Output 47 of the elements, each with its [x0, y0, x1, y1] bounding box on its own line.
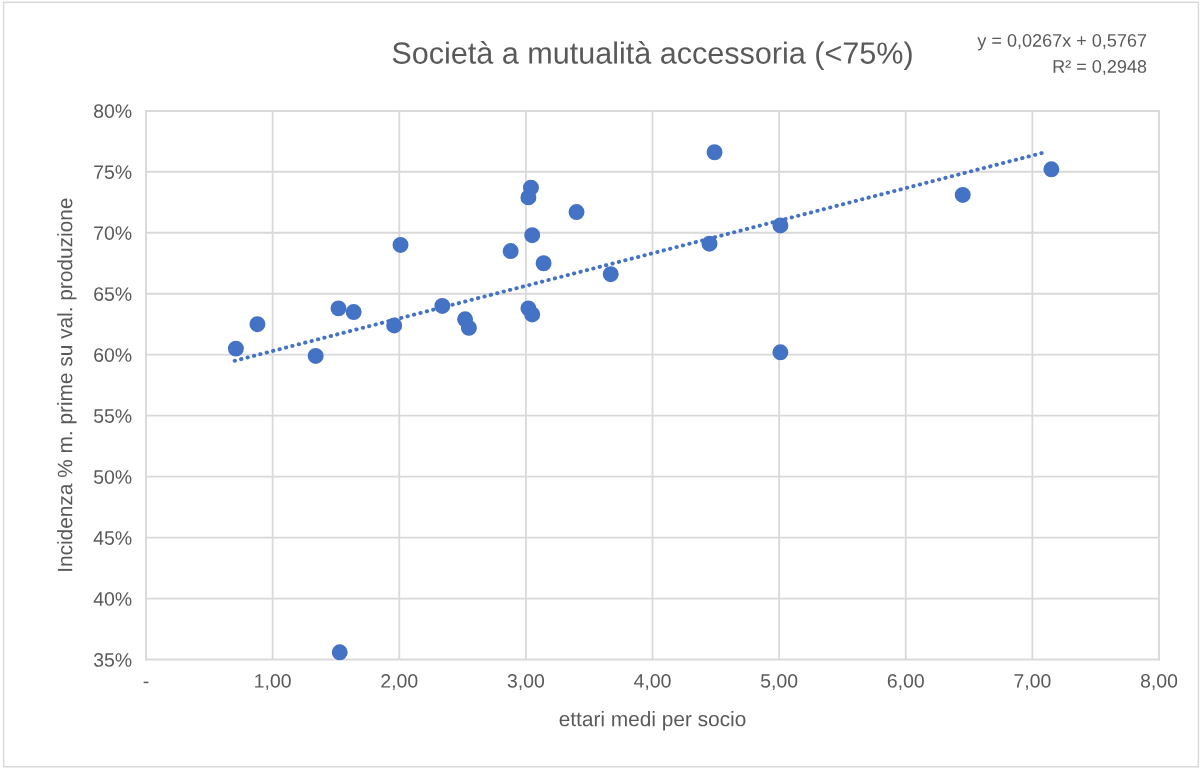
point: [386, 317, 403, 334]
y-tick-label: 80%: [94, 104, 132, 119]
point: [307, 347, 324, 364]
point: [954, 186, 971, 203]
x-tick-label: 2,00: [381, 674, 418, 691]
point: [772, 217, 789, 234]
y-tick-label: 60%: [94, 348, 132, 362]
text: R² = 0,2948: [1053, 60, 1147, 75]
point: [520, 189, 537, 206]
point: [249, 316, 266, 333]
x-tick-label: 6,00: [887, 674, 924, 691]
point: [434, 297, 451, 314]
point: [701, 235, 718, 252]
point: [602, 266, 619, 283]
point: [772, 344, 789, 361]
y-tick-label: 35%: [93, 653, 132, 667]
x-tick-label: -: [143, 681, 149, 684]
x-tick-label: 3,00: [507, 674, 545, 691]
point: [345, 304, 362, 321]
point: [524, 306, 541, 323]
y-axis-title: Incidenza % m. prime su val. produzione: [57, 198, 77, 571]
point: [568, 204, 585, 221]
x-tick-label: 1,00: [255, 674, 291, 691]
y-tick-label: 40%: [93, 592, 132, 606]
y-tick-label: 70%: [94, 226, 132, 240]
chart-title: Società a mutualità accessoria (<75%): [392, 41, 912, 70]
point: [1043, 161, 1060, 178]
point: [535, 255, 552, 272]
x-axis-title: ettari medi per socio: [559, 711, 746, 731]
y-tick-label: 65%: [94, 287, 132, 301]
point: [460, 319, 477, 336]
x-tick-label: 8,00: [1140, 674, 1178, 691]
point: [392, 236, 409, 253]
x-tick-label: 7,00: [1014, 674, 1051, 691]
y-tick-label: 75%: [94, 165, 132, 180]
text: y = 0,0267x + 0,5767: [977, 34, 1147, 51]
point: [706, 144, 723, 161]
y-tick-label: 45%: [93, 531, 132, 545]
point: [330, 300, 347, 317]
point: [524, 227, 541, 244]
y-tick-label: 55%: [93, 409, 132, 423]
point: [502, 243, 519, 260]
point: [331, 644, 348, 661]
x-tick-label: 4,00: [634, 674, 671, 691]
point: [227, 340, 244, 357]
y-tick-label: 50%: [93, 470, 132, 484]
x-tick-label: 5,00: [760, 674, 798, 691]
